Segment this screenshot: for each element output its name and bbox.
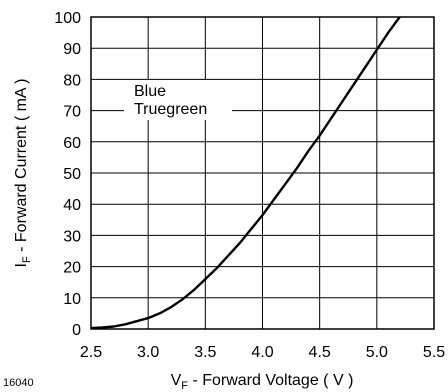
annotation-line-1: Blue xyxy=(134,83,166,100)
y-axis-title-rest: - Forward Current ( mA ) xyxy=(13,79,30,257)
x-axis-title-main: V xyxy=(171,372,182,389)
y-tick-label: 40 xyxy=(63,197,81,214)
x-tick-label: 3.5 xyxy=(194,344,216,361)
series-line xyxy=(90,16,401,330)
x-tick-label: 4.5 xyxy=(309,344,331,361)
x-tick-label: 4.0 xyxy=(251,344,273,361)
y-axis-title-sub: F xyxy=(21,256,33,263)
x-tick-label: 3.0 xyxy=(137,344,159,361)
y-tick-label: 80 xyxy=(63,72,81,89)
y-tick-label: 0 xyxy=(72,322,81,339)
figure-id: 16040 xyxy=(3,377,34,389)
annotation-box xyxy=(124,80,232,120)
grid xyxy=(91,17,434,329)
x-tick-label: 2.5 xyxy=(80,344,102,361)
annotation-line-2: Truegreen xyxy=(134,101,207,118)
y-tick-labels: 0 10 20 30 40 50 60 70 80 90 100 xyxy=(54,10,81,339)
y-tick-label: 30 xyxy=(63,228,81,245)
y-tick-label: 10 xyxy=(63,291,81,308)
y-tick-label: 20 xyxy=(63,260,81,277)
y-axis-title-main: I xyxy=(13,263,30,267)
x-tick-label: 5.0 xyxy=(366,344,388,361)
x-tick-labels: 2.5 3.0 3.5 4.0 4.5 5.0 5.5 xyxy=(80,344,445,361)
y-tick-label: 100 xyxy=(54,10,81,27)
x-tick-label: 5.5 xyxy=(423,344,445,361)
y-tick-label: 50 xyxy=(63,166,81,183)
x-axis-title-sub: F xyxy=(181,380,188,392)
x-axis-title-rest: - Forward Voltage ( V ) xyxy=(188,372,353,389)
plot-frame xyxy=(90,16,435,330)
y-tick-label: 90 xyxy=(63,41,81,58)
x-axis-title: VF - Forward Voltage ( V ) xyxy=(171,372,354,392)
series xyxy=(90,16,401,330)
y-axis-title: IF - Forward Current ( mA ) xyxy=(13,79,33,268)
y-tick-label: 60 xyxy=(63,135,81,152)
y-tick-label: 70 xyxy=(63,104,81,121)
